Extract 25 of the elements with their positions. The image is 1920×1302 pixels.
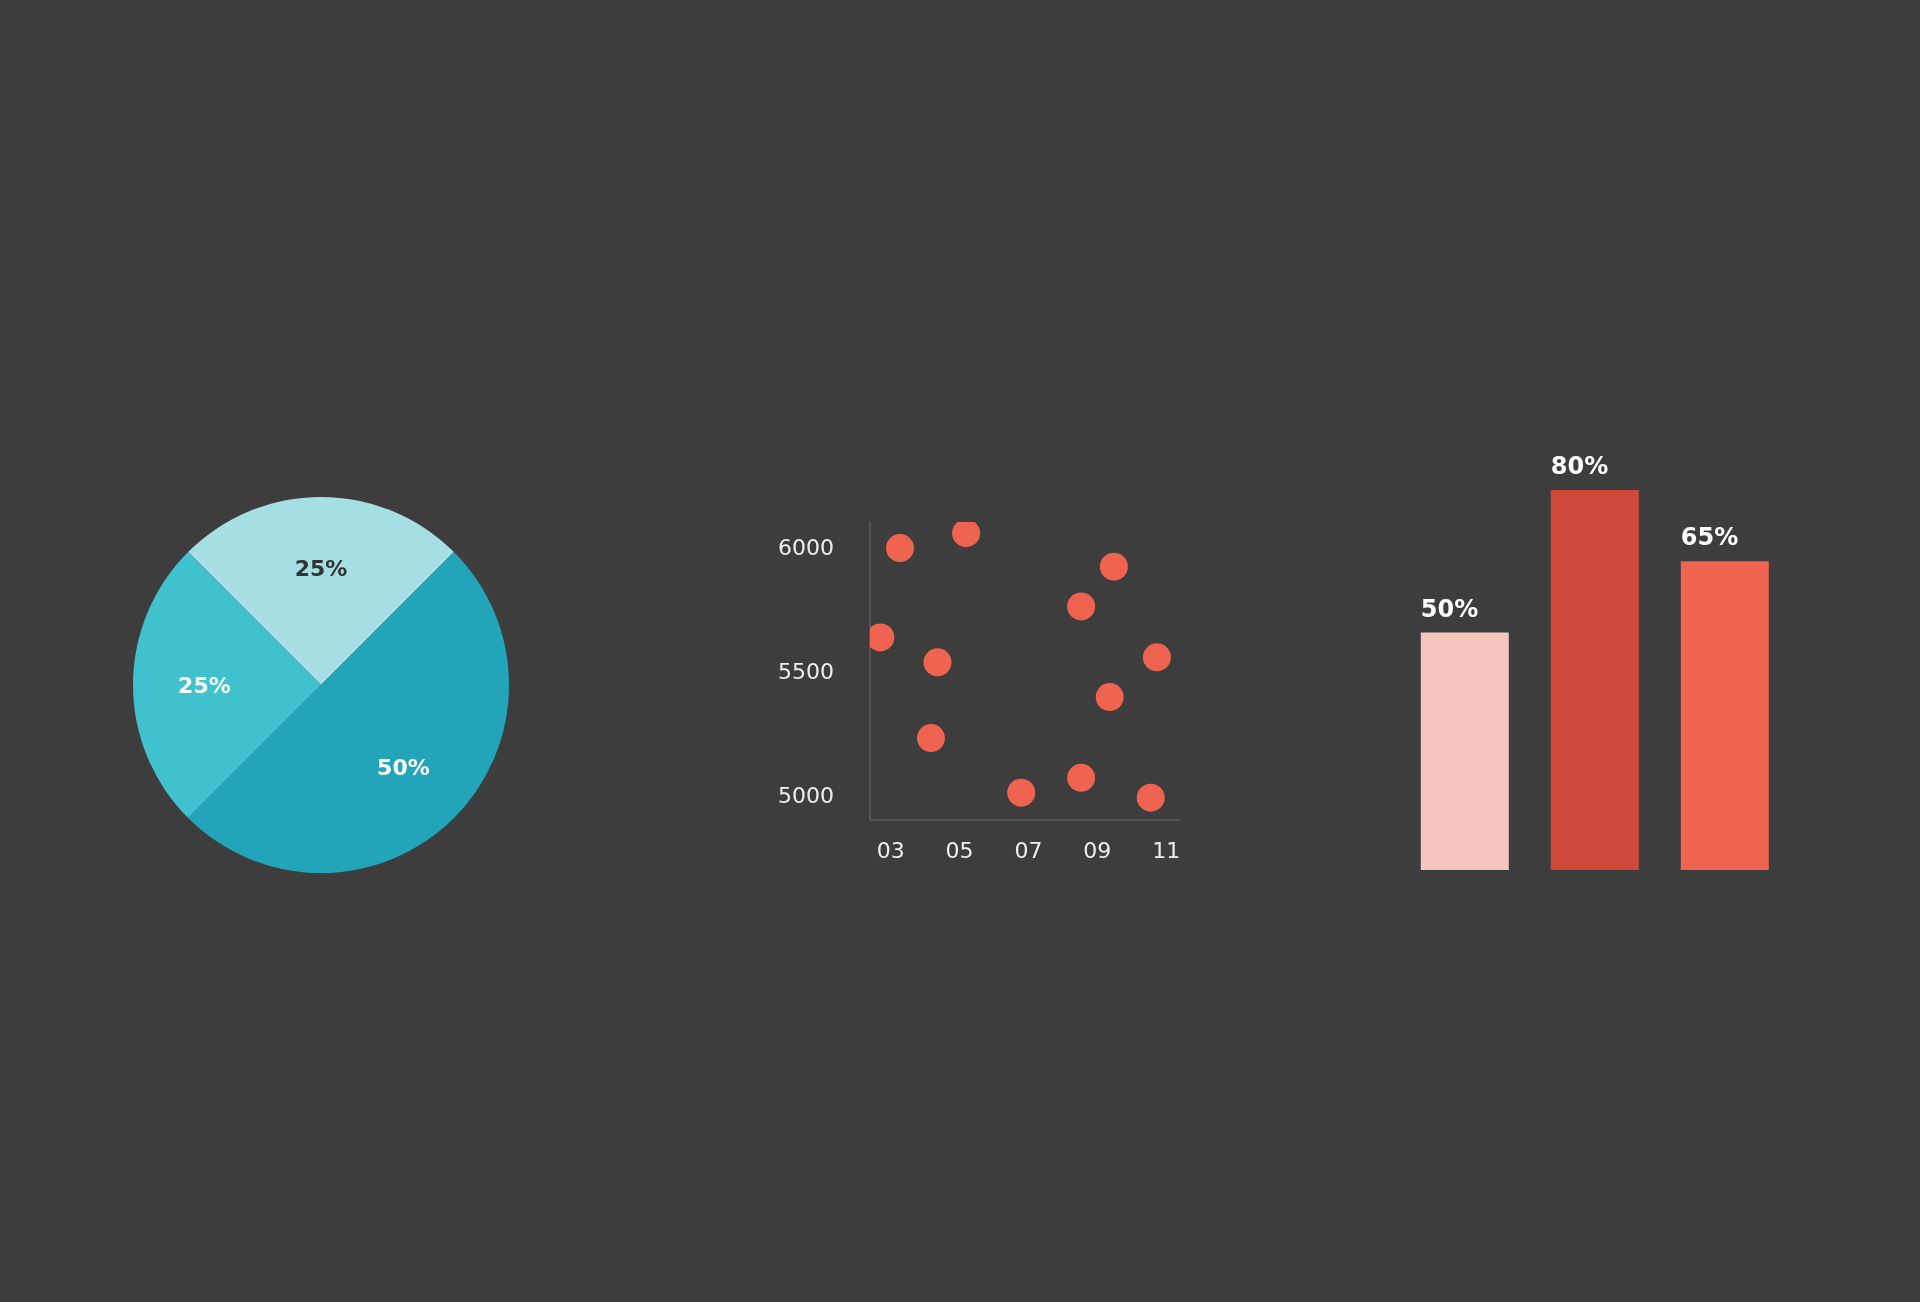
point [1067, 592, 1096, 621]
y-tick-label: 5000 [778, 782, 834, 808]
x-tick-label: 11 [1152, 837, 1181, 863]
x-tick-label: 07 [1014, 837, 1043, 863]
point [1007, 778, 1036, 807]
x-tick-label: 09 [1083, 837, 1112, 863]
data-label: 25% [294, 555, 348, 581]
data-label: 50% [1420, 594, 1479, 623]
data-label: 50% [377, 754, 430, 780]
point [952, 522, 981, 548]
point [1067, 763, 1096, 792]
y-tick-label: 5500 [778, 658, 834, 684]
x-tick-label: 05 [945, 837, 974, 863]
data-label: 25% [178, 672, 231, 698]
x-tick-label: 03 [876, 837, 905, 863]
point [1136, 783, 1165, 812]
point [885, 534, 914, 563]
point [1142, 643, 1171, 672]
point [916, 724, 945, 753]
data-label: 65% [1680, 523, 1739, 552]
point [923, 648, 952, 677]
y-tick-label: 6000 [778, 534, 834, 560]
point [1095, 683, 1124, 712]
data-label: 80% [1550, 452, 1609, 480]
point [1099, 552, 1128, 581]
